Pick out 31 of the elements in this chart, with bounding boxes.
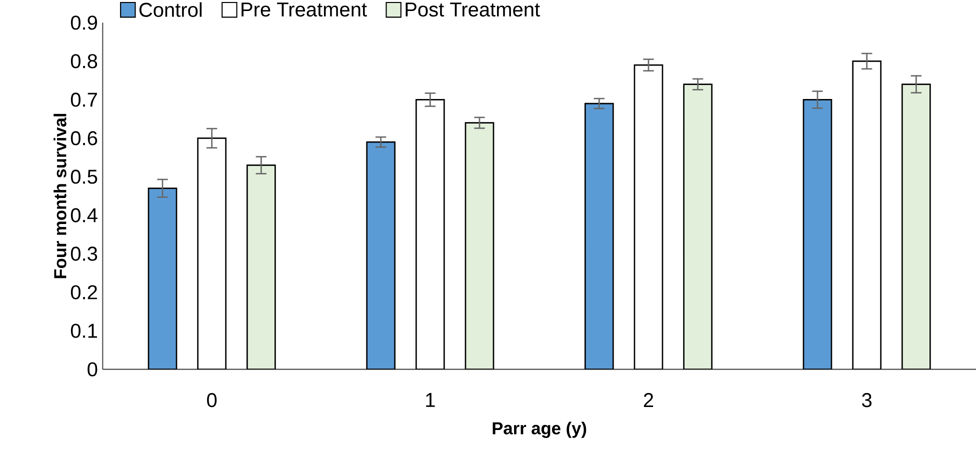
y-tick-label: 0.2 [70, 285, 97, 300]
legend-label: Post Treatment [406, 2, 540, 17]
x-tick-label: 1 [426, 393, 435, 407]
bar [197, 138, 227, 370]
bar [246, 164, 276, 370]
y-tick-label: 0.6 [70, 131, 98, 146]
bar [683, 84, 712, 370]
legend-label: Pre Treatment [242, 2, 367, 17]
y-tick-label: 0.8 [70, 54, 98, 68]
x-tick-label: 2 [644, 393, 654, 408]
legend-label: Control [139, 2, 202, 17]
bar [416, 99, 445, 370]
y-tick-label: 0.9 [70, 16, 98, 30]
bar [584, 102, 614, 370]
y-axis-title: Four month survival [54, 114, 66, 278]
y-tick-label: 0.3 [70, 246, 98, 261]
y-tick-label: 0 [88, 362, 98, 376]
x-tick-label: 3 [862, 393, 872, 408]
x-axis-title: Parr age (y) [492, 422, 586, 438]
bar [802, 99, 832, 370]
bar [634, 64, 664, 370]
x-tick-label: 0 [207, 393, 217, 408]
bar [148, 188, 178, 370]
y-tick-label: 0.1 [70, 324, 97, 338]
y-tick-label: 0.7 [70, 92, 97, 107]
bar [852, 60, 882, 370]
bar [464, 122, 494, 370]
y-tick-label: 0.5 [70, 170, 98, 184]
y-tick-label: 0.4 [70, 208, 98, 222]
bar [901, 84, 931, 370]
bar [366, 141, 396, 370]
